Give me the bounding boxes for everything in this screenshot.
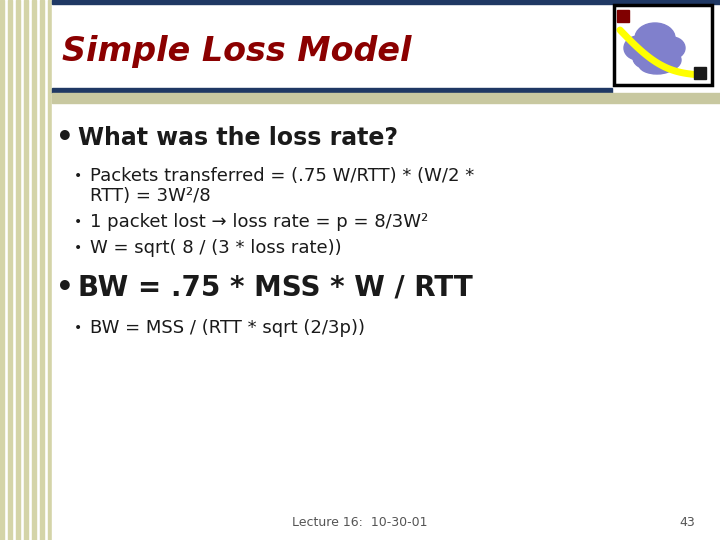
Text: Lecture 16:  10-30-01: Lecture 16: 10-30-01 [292, 516, 428, 529]
Bar [52, 93, 720, 103]
Bar [8, 0, 12, 540]
Bar [32, 0, 36, 540]
Bar [52, 88, 612, 93]
Text: •: • [56, 124, 73, 152]
Text: •: • [74, 215, 82, 229]
Text: What was the loss rate?: What was the loss rate? [78, 126, 398, 150]
Text: •: • [74, 169, 82, 183]
Bar [52, 0, 720, 4]
Text: W = sqrt( 8 / (3 * loss rate)): W = sqrt( 8 / (3 * loss rate)) [90, 239, 341, 257]
Ellipse shape [659, 37, 685, 59]
Ellipse shape [633, 47, 663, 69]
Text: Simple Loss Model: Simple Loss Model [62, 36, 412, 69]
Ellipse shape [655, 50, 681, 70]
Bar [614, 5, 712, 85]
Text: BW = .75 * MSS * W / RTT: BW = .75 * MSS * W / RTT [78, 274, 473, 302]
Bar [24, 0, 28, 540]
Bar [0, 0, 4, 540]
Bar [16, 0, 20, 540]
Text: •: • [56, 274, 73, 302]
Ellipse shape [635, 23, 675, 53]
Ellipse shape [624, 36, 652, 60]
Text: •: • [74, 321, 82, 335]
Text: BW = MSS / (RTT * sqrt (2/3p)): BW = MSS / (RTT * sqrt (2/3p)) [90, 319, 365, 337]
Bar [40, 0, 44, 540]
Bar [48, 0, 52, 540]
Bar [617, 10, 629, 22]
Text: •: • [74, 241, 82, 255]
Text: RTT) = 3W²/8: RTT) = 3W²/8 [90, 187, 211, 205]
Bar [694, 67, 706, 79]
Text: Packets transferred = (.75 W/RTT) * (W/2 *: Packets transferred = (.75 W/RTT) * (W/2… [90, 167, 474, 185]
Bar [614, 5, 712, 85]
Ellipse shape [639, 56, 675, 74]
Text: 43: 43 [679, 516, 695, 529]
Text: 1 packet lost → loss rate = p = 8/3W²: 1 packet lost → loss rate = p = 8/3W² [90, 213, 428, 231]
